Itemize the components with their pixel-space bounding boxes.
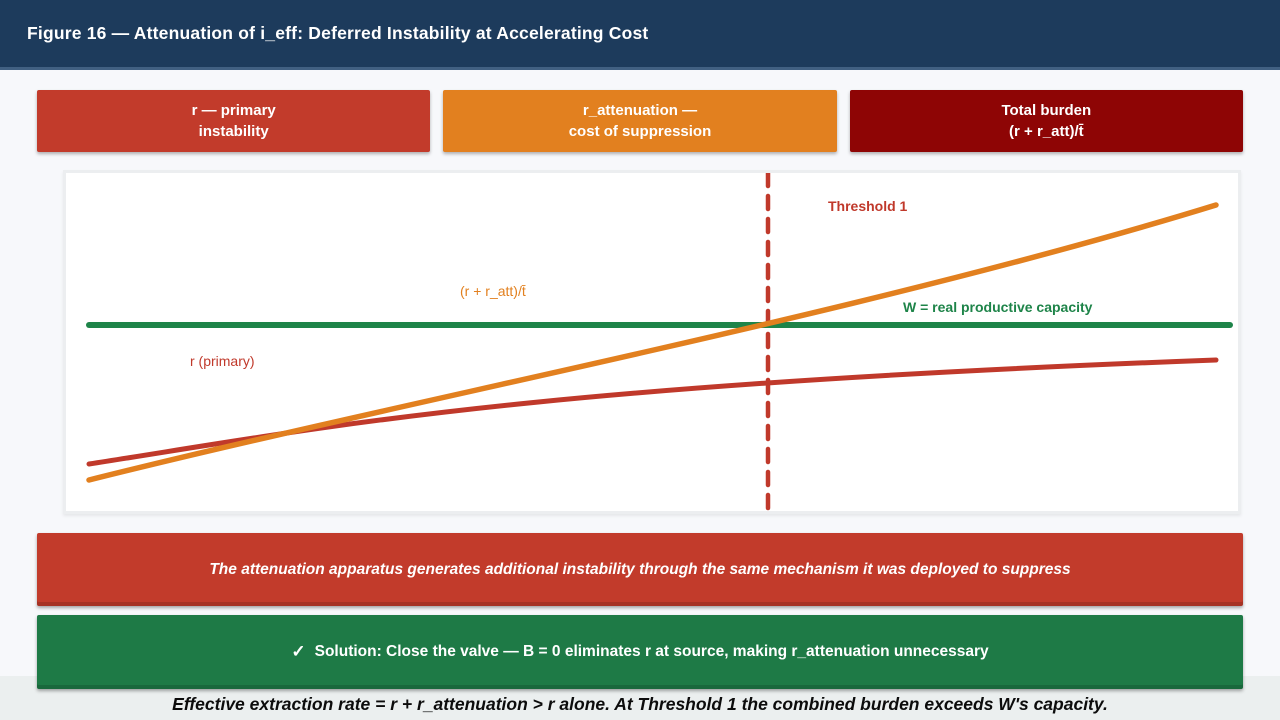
chart-svg [86,173,1233,511]
legend-label-line2: (r + r_att)/t̄ [1009,123,1084,140]
r-primary-line [86,357,1219,467]
solution-banner: ✓ Solution: Close the valve — B = 0 elim… [37,615,1243,689]
legend-label-line1: r_attenuation — [582,102,698,119]
footer-note: Effective extraction rate = r + r_attenu… [172,694,1108,714]
legend-label-line2: instability [198,123,269,140]
chart-area: Threshold 1 (r + r_att)/t̄ W = real produc… [63,170,1241,514]
check-icon: ✓ [291,642,306,661]
legend: r — primary instability r_attenuation — … [37,90,1243,152]
figure-header: Figure 16 — Attenuation of i_eff: Deferr… [0,0,1280,70]
legend-box-total-burden: Total burden (r + r_att)/t̄ [849,90,1243,152]
legend-label-line1: r — primary [191,102,276,119]
w-capacity-label: W = real productive capacity [903,299,1093,315]
legend-box-r-attenuation: r_attenuation — cost of suppression [443,90,837,152]
total-burden-line [86,202,1219,483]
total-burden-label: (r + r_att)/t̄ [460,283,526,299]
r-primary-label: r (primary) [190,353,255,369]
legend-label-line2: cost of suppression [568,123,712,140]
legend-label-line1: Total burden [1001,102,1092,119]
threshold-label: Threshold 1 [828,198,908,214]
alert-banner-text: The attenuation apparatus generates addi… [209,560,1071,578]
legend-box-r-primary: r — primary instability [37,90,431,152]
solution-banner-text: Solution: Close the valve — B = 0 elimin… [314,643,989,660]
figure-title: Figure 16 — Attenuation of i_eff: Deferr… [27,23,649,43]
alert-banner: The attenuation apparatus generates addi… [37,533,1243,606]
